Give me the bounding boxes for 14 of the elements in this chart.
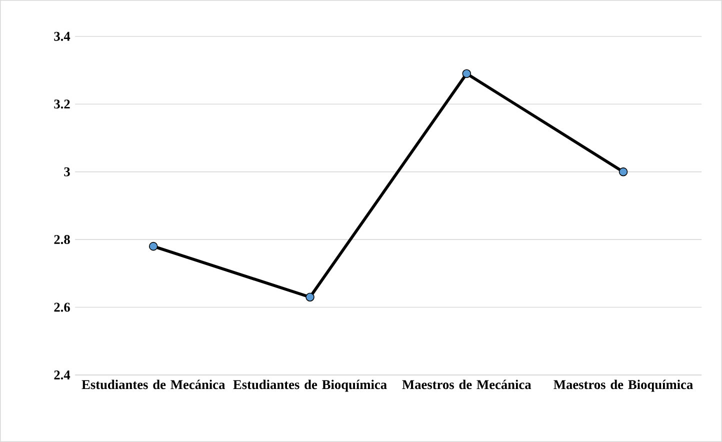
x-tick-label: Maestros de Mecánica <box>402 380 532 390</box>
point <box>462 69 472 78</box>
y-tick-label: 2.4 <box>54 370 70 380</box>
y-tick-label: 3.2 <box>54 100 70 109</box>
y-tick-label: 3.4 <box>54 32 70 41</box>
y-tick-label: 3 <box>64 167 70 176</box>
y-tick-label: 2.6 <box>54 302 70 312</box>
x-tick-label: Maestros de Bioquímica <box>554 380 693 392</box>
point <box>618 167 628 176</box>
x-tick-label: Estudiantes de Mecánica <box>82 380 225 390</box>
x-tick-label: Estudiantes de Bioquímica <box>233 380 387 392</box>
y-tick-label: 2.8 <box>54 235 70 244</box>
point <box>148 242 158 251</box>
point <box>306 292 314 302</box>
